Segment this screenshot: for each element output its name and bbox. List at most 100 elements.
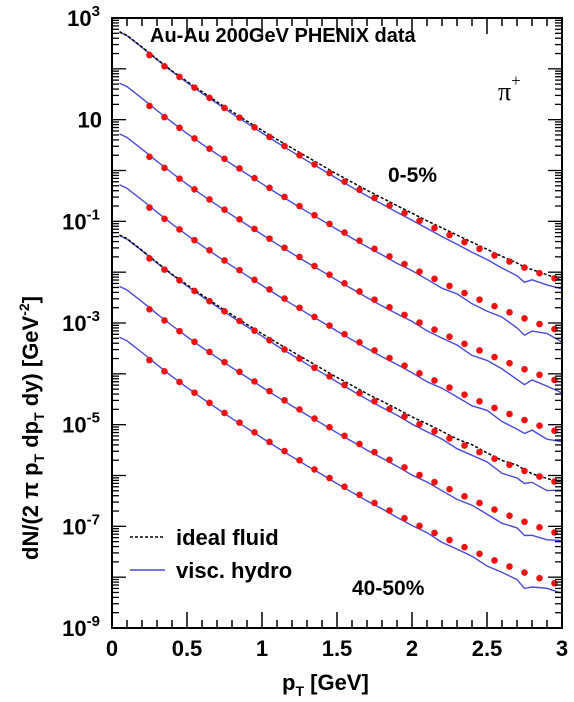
data-point — [536, 371, 543, 379]
data-point — [506, 410, 513, 418]
data-point — [416, 268, 423, 275]
data-point — [266, 438, 273, 446]
data-point — [236, 114, 243, 121]
data-point — [341, 280, 348, 287]
data-point — [266, 133, 273, 141]
y-tick-label: 10 — [78, 108, 102, 133]
data-point — [161, 215, 168, 223]
data-point — [206, 297, 213, 305]
data-point — [161, 62, 168, 70]
data-point — [206, 247, 213, 254]
data-point — [236, 216, 243, 223]
data-point — [311, 364, 318, 372]
data-point — [356, 237, 363, 244]
data-point — [431, 427, 438, 435]
data-point — [521, 264, 528, 271]
data-point — [176, 378, 183, 386]
data-point — [311, 211, 318, 219]
data-point — [161, 266, 168, 273]
data-point — [431, 326, 438, 333]
data-point — [371, 448, 378, 456]
data-point — [371, 397, 378, 405]
data-point — [266, 387, 273, 395]
data-point — [521, 518, 528, 526]
data-point — [296, 406, 303, 413]
data-point — [251, 327, 258, 334]
data-point — [236, 317, 243, 325]
data-point — [341, 330, 348, 338]
data-point — [236, 165, 243, 172]
data-point — [461, 340, 468, 348]
data-point — [176, 124, 183, 132]
data-point — [326, 474, 333, 482]
data-point — [536, 320, 543, 328]
data-point — [476, 448, 483, 456]
data-point — [401, 514, 408, 522]
data-point — [476, 296, 483, 303]
data-point — [386, 303, 393, 311]
data-point — [341, 381, 348, 389]
data-point — [386, 354, 393, 362]
data-point — [326, 169, 333, 177]
data-point — [311, 161, 318, 168]
data-point — [491, 557, 498, 564]
ideal-fluid-curve — [119, 234, 563, 483]
data-point — [356, 339, 363, 346]
data-point — [266, 336, 273, 344]
data-point — [386, 405, 393, 413]
data-point — [506, 359, 513, 367]
data-point — [281, 193, 288, 201]
data-point — [296, 456, 303, 464]
data-point — [431, 478, 438, 486]
data-point — [161, 367, 168, 375]
data-point — [161, 113, 168, 121]
legend: ideal fluid visc. hydro — [130, 525, 292, 583]
data-point — [356, 491, 363, 499]
data-point — [476, 550, 483, 558]
chart-title: Au-Au 200GeV PHENIX data — [150, 25, 417, 47]
data-point — [356, 288, 363, 295]
data-point — [281, 396, 288, 404]
legend-visc-label: visc. hydro — [176, 558, 292, 583]
data-point — [176, 73, 183, 81]
data-point — [266, 235, 273, 242]
legend-ideal-label: ideal fluid — [176, 525, 279, 550]
data-point — [281, 142, 288, 150]
data-point — [206, 94, 213, 102]
data-point — [521, 365, 528, 373]
data-point — [536, 422, 543, 429]
x-axis-label: pT [GeV] — [282, 670, 369, 699]
data-point — [536, 473, 543, 480]
data-point — [251, 225, 258, 233]
centrality-label-bottom: 40-50% — [352, 577, 425, 600]
data-point — [221, 155, 228, 163]
data-point — [191, 338, 198, 346]
data-point — [431, 529, 438, 537]
x-tick-label: 0.5 — [172, 636, 203, 661]
data-point — [341, 229, 348, 236]
data-point — [206, 348, 213, 356]
data-point — [296, 304, 303, 312]
data-point — [416, 217, 423, 225]
data-point — [416, 420, 423, 428]
data-point — [371, 499, 378, 507]
data-point — [221, 257, 228, 264]
data-point — [491, 252, 498, 259]
data-point — [386, 456, 393, 464]
data-point — [371, 347, 378, 354]
data-point — [536, 574, 543, 582]
centrality-label-top: 0-5% — [388, 164, 437, 187]
data-point — [311, 313, 318, 321]
data-point — [221, 409, 228, 417]
data-point — [446, 231, 453, 239]
data-point — [326, 322, 333, 329]
data-point — [311, 466, 318, 473]
data-point — [386, 202, 393, 209]
data-point — [371, 296, 378, 303]
data-point — [326, 220, 333, 228]
data-point — [461, 543, 468, 551]
data-point — [401, 362, 408, 370]
data-point — [296, 202, 303, 210]
data-point — [431, 377, 438, 384]
